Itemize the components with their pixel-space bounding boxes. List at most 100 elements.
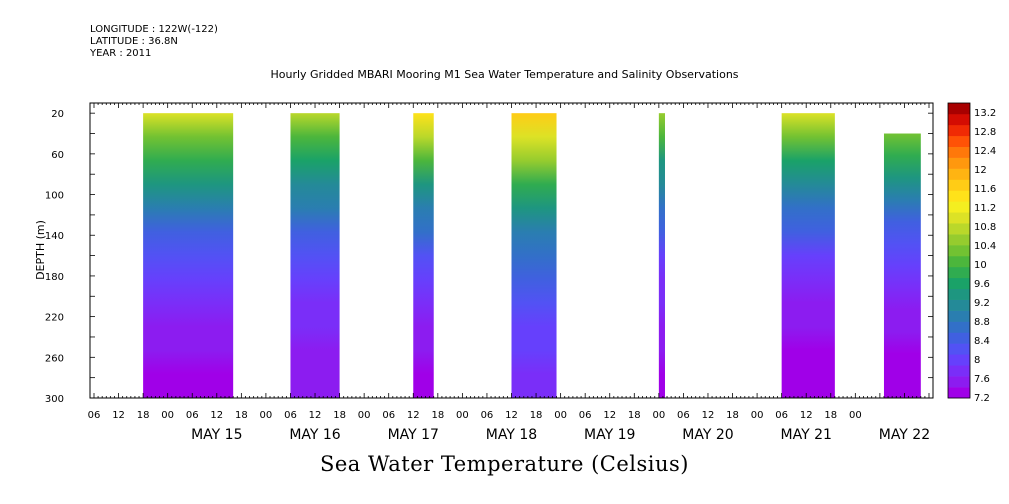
x-hour-label: 18 bbox=[333, 410, 346, 421]
x-hour-label: 12 bbox=[210, 410, 223, 421]
x-hour-label: 12 bbox=[800, 410, 813, 421]
x-day-label: MAY 22 bbox=[879, 427, 930, 443]
x-day-label: MAY 16 bbox=[289, 427, 340, 443]
y-tick-label: 180 bbox=[45, 272, 64, 283]
colorbar-label: 12.4 bbox=[974, 146, 996, 157]
colorbar-label: 7.6 bbox=[974, 374, 990, 385]
colorbar-swatch bbox=[948, 234, 970, 246]
colorbar-label: 7.2 bbox=[974, 393, 990, 404]
x-hour-label: 12 bbox=[112, 410, 125, 421]
colorbar-label: 9.2 bbox=[974, 298, 990, 309]
metadata-block: LONGITUDE : 122W(-122) LATITUDE : 36.8N … bbox=[90, 24, 218, 60]
colorbar-swatch bbox=[948, 255, 970, 268]
colorbar-swatch bbox=[948, 135, 970, 148]
data-blocks bbox=[143, 113, 921, 398]
x-hour-label: 06 bbox=[382, 410, 395, 421]
colorbar-swatch bbox=[948, 332, 970, 344]
colorbar-swatch bbox=[948, 201, 970, 213]
colorbar-label: 9.6 bbox=[974, 279, 990, 290]
colorbar-label: 11.2 bbox=[974, 203, 996, 214]
colorbar-label: 11.6 bbox=[974, 184, 996, 195]
x-hour-label: 12 bbox=[603, 410, 616, 421]
year-text: YEAR : 2011 bbox=[90, 48, 152, 59]
longitude-text: LONGITUDE : 122W(-122) bbox=[90, 24, 218, 35]
colorbar-swatch bbox=[948, 212, 970, 224]
data-block bbox=[781, 113, 835, 398]
colorbar-label: 8.4 bbox=[974, 336, 990, 347]
x-hour-label: 18 bbox=[431, 410, 444, 421]
colorbar-swatch bbox=[948, 179, 970, 191]
colorbar-label: 12 bbox=[974, 165, 987, 176]
x-hour-label: 06 bbox=[88, 410, 101, 421]
y-tick-label: 220 bbox=[45, 313, 64, 324]
colorbar-swatch bbox=[948, 365, 970, 377]
colorbar-swatch bbox=[948, 343, 970, 355]
colorbar-swatch bbox=[948, 299, 970, 311]
x-day-label: MAY 20 bbox=[682, 427, 733, 443]
x-hour-label: 06 bbox=[677, 410, 690, 421]
colorbar-swatch bbox=[948, 103, 970, 115]
colorbar-swatch bbox=[948, 387, 970, 399]
colorbar-label: 8 bbox=[974, 355, 980, 366]
x-hour-label: 00 bbox=[751, 410, 764, 421]
x-day-label: MAY 17 bbox=[388, 427, 439, 443]
y-tick-label: 300 bbox=[45, 394, 64, 405]
y-tick-label: 60 bbox=[51, 150, 64, 161]
data-block bbox=[658, 113, 665, 398]
x-hour-label: 18 bbox=[628, 410, 641, 421]
colorbar-swatch bbox=[948, 277, 970, 290]
colorbar-swatch bbox=[948, 146, 970, 158]
x-day-label: MAY 15 bbox=[191, 427, 242, 443]
x-hour-label: 12 bbox=[702, 410, 715, 421]
data-block bbox=[143, 113, 234, 398]
x-hour-label: 12 bbox=[505, 410, 518, 421]
data-block bbox=[883, 133, 921, 398]
x-hour-label: 18 bbox=[235, 410, 248, 421]
colorbar-swatch bbox=[948, 168, 970, 180]
colorbar-swatch bbox=[948, 321, 970, 333]
y-axis: 20 60 100 140 180 220 260 300 bbox=[45, 109, 933, 405]
x-hour-label: 18 bbox=[824, 410, 837, 421]
colorbar-swatch bbox=[948, 157, 970, 169]
x-hour-label: 06 bbox=[481, 410, 494, 421]
x-hour-label: 00 bbox=[554, 410, 567, 421]
x-hour-label: 00 bbox=[161, 410, 174, 421]
colorbar-swatch bbox=[948, 310, 970, 322]
x-hour-label: 06 bbox=[284, 410, 297, 421]
chart-title: Hourly Gridded MBARI Mooring M1 Sea Wate… bbox=[270, 68, 739, 81]
data-block bbox=[413, 113, 434, 398]
colorbar-swatch bbox=[948, 113, 970, 126]
x-hour-label: 00 bbox=[652, 410, 665, 421]
x-hour-label: 06 bbox=[775, 410, 788, 421]
y-tick-label: 260 bbox=[45, 353, 64, 364]
y-tick-label: 20 bbox=[51, 109, 64, 120]
colorbar-swatch bbox=[948, 245, 970, 257]
y-axis-label: DEPTH (m) bbox=[34, 220, 47, 280]
x-hour-label: 00 bbox=[358, 410, 371, 421]
colorbar-label: 13.2 bbox=[974, 108, 996, 119]
x-hour-label: 06 bbox=[579, 410, 592, 421]
colorbar-label: 12.8 bbox=[974, 127, 996, 138]
colorbar-swatch bbox=[948, 266, 970, 279]
x-axis-label: Sea Water Temperature (Celsius) bbox=[319, 452, 689, 476]
x-hour-label: 00 bbox=[456, 410, 469, 421]
colorbar-label: 10.8 bbox=[974, 222, 996, 233]
y-tick-label: 100 bbox=[45, 191, 64, 202]
y-tick-label: 140 bbox=[45, 231, 64, 242]
plot-frame bbox=[89, 102, 934, 399]
colorbar-border bbox=[947, 102, 971, 399]
x-day-label: MAY 21 bbox=[781, 427, 832, 443]
colorbar-swatch bbox=[948, 376, 970, 388]
colorbar-label: 10.4 bbox=[974, 241, 996, 252]
colorbar: 7.2 7.6 8 8.4 8.8 9.2 9.6 10 10.4 10.8 11.2 11.6 12 1… bbox=[947, 102, 996, 404]
colorbar-swatch bbox=[948, 288, 970, 300]
x-hour-label: 00 bbox=[849, 410, 862, 421]
colorbar-swatch bbox=[948, 124, 970, 137]
colorbar-label: 10 bbox=[974, 260, 987, 271]
x-hour-label: 18 bbox=[530, 410, 543, 421]
x-hour-label: 18 bbox=[137, 410, 150, 421]
colorbar-swatch bbox=[948, 223, 970, 235]
data-block bbox=[290, 113, 340, 398]
x-hour-label: 12 bbox=[309, 410, 322, 421]
x-axis: 06 12 18 00 06 12 18 00 06 12 18 00 06 12 18 00 06 12 18 00… bbox=[88, 410, 931, 443]
